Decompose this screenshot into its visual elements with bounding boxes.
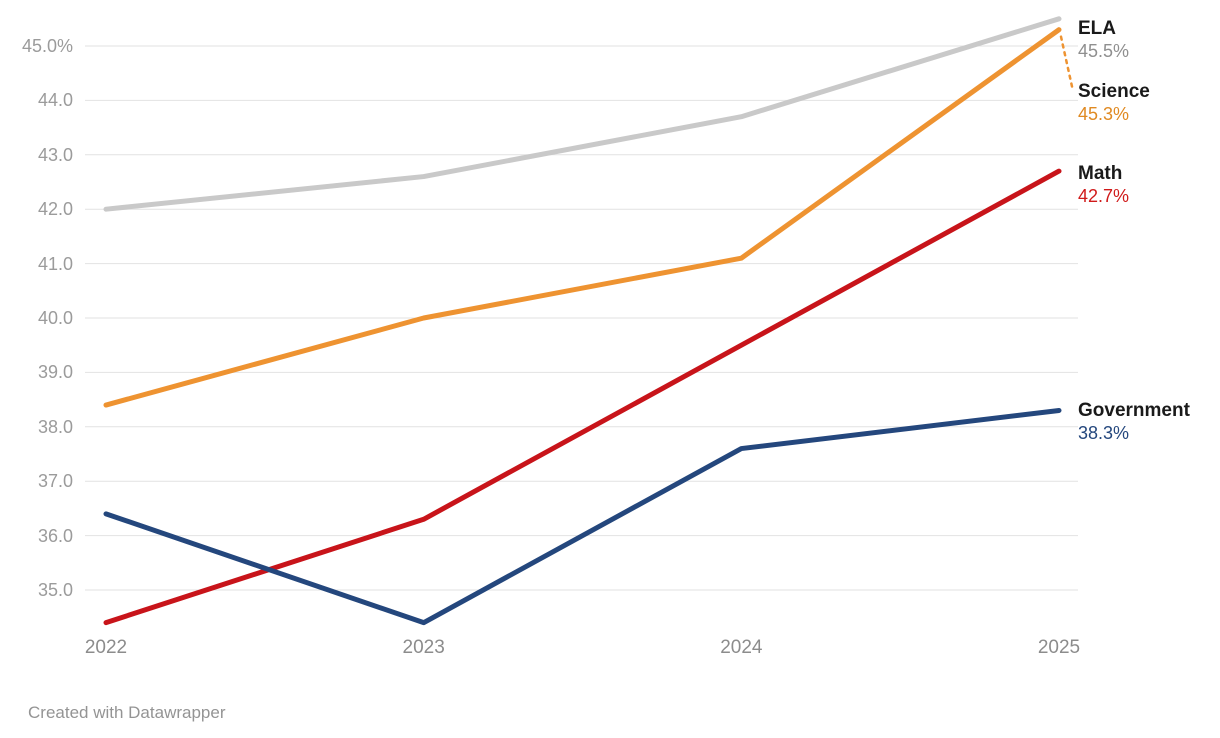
series-label-government: Government 38.3% (1078, 399, 1190, 444)
series-line-science (103, 27, 1062, 408)
y-tick-label: 35.0 (37, 580, 73, 600)
x-tick-label: 2025 (1037, 637, 1081, 658)
series-name-science: Science (1078, 81, 1150, 102)
series-label-science: Science 45.3% (1078, 80, 1150, 125)
y-tick-label: 40.0 (37, 308, 73, 328)
series-name-government: Government (1078, 400, 1190, 421)
attribution-text: Created with Datawrapper (28, 703, 226, 722)
y-tick-label: 36.0 (37, 525, 73, 546)
y-tick-label: 37.0 (37, 471, 73, 492)
series-value-math: 42.7% (1078, 186, 1130, 206)
series-line-government (103, 407, 1062, 626)
series-name-ela: ELA (1078, 18, 1116, 39)
y-tick-label: 41.0 (37, 253, 73, 274)
x-tick-label: 2023 (402, 637, 445, 658)
y-tick-label: 44.0 (37, 90, 73, 111)
series-value-science: 45.3% (1078, 104, 1130, 124)
y-tick-label: 45.0% (21, 36, 73, 56)
series-label-math: Math 42.7% (1078, 162, 1129, 207)
series-line-math (103, 168, 1062, 626)
series-value-ela: 45.5% (1078, 41, 1130, 61)
series-name-math: Math (1078, 163, 1123, 184)
series-label-ela: ELA 45.5% (1078, 17, 1129, 62)
science-label-leader-line (1059, 35, 1075, 93)
y-tick-label: 42.0 (37, 199, 73, 220)
y-tick-label: 38.0 (37, 416, 73, 437)
series-line-ela (103, 16, 1062, 212)
y-tick-label: 39.0 (37, 362, 73, 383)
x-tick-label: 2022 (84, 637, 128, 658)
x-tick-label: 2024 (720, 637, 763, 658)
series-value-government: 38.3% (1078, 423, 1130, 443)
y-tick-label: 43.0 (37, 144, 73, 165)
